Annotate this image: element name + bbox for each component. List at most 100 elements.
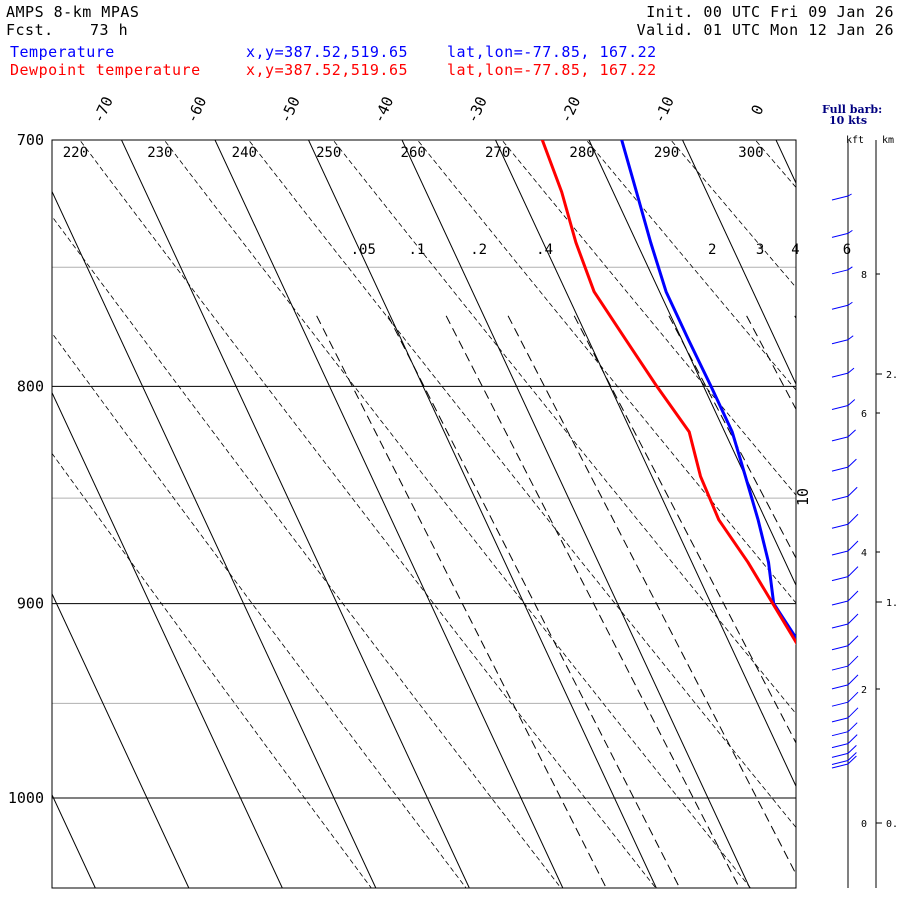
- adiabat-label: 300: [738, 145, 763, 161]
- dry-adiabat: [670, 140, 796, 289]
- series-point-1: [625, 339, 627, 341]
- wind-barb-flag: [847, 429, 856, 438]
- series-point-0: [767, 561, 770, 563]
- temperature-label: -40: [370, 94, 398, 126]
- legend-temperature-latlon: lat,lon=-77.85, 167.22: [447, 43, 657, 61]
- dry-adiabat: [163, 140, 752, 888]
- wind-barb-flag: [847, 590, 859, 602]
- isotherm: [214, 140, 564, 888]
- dry-adiabat: [52, 215, 562, 888]
- series-point-1: [797, 644, 798, 645]
- temperature-label: -50: [276, 94, 304, 126]
- init-time: Init. 00 UTC Fri 09 Jan 26: [646, 3, 894, 21]
- wind-barb: [831, 623, 849, 629]
- temperature-label: 0: [747, 102, 767, 118]
- isotherm: [307, 140, 657, 888]
- mixing-ratio-line: [316, 315, 607, 888]
- wind-barb-flag: [847, 674, 859, 686]
- legend-dewpoint-name: Dewpoint temperature: [10, 61, 201, 79]
- dry-adiabat: [52, 332, 467, 888]
- wind-barb: [831, 304, 849, 310]
- legend-dewpoint-xy: x,y=387.52,519.65: [246, 61, 409, 79]
- isotherm: [494, 140, 796, 788]
- isotherm: [52, 190, 377, 888]
- wind-barb-flag: [847, 566, 859, 577]
- isotherm: [401, 140, 751, 888]
- wind-barb: [831, 195, 849, 201]
- dry-adiabat: [332, 140, 796, 715]
- series-point-0: [731, 431, 733, 433]
- skewt-grid: [51, 139, 797, 889]
- pressure-label: 700: [17, 131, 44, 149]
- wind-barb: [831, 684, 849, 690]
- wind-barb-flag: [847, 734, 858, 744]
- mixing-ratio-line: [387, 315, 681, 888]
- wind-barb-flag: [847, 458, 857, 468]
- series-point-0: [859, 741, 860, 742]
- wind-barb-flag: [847, 229, 853, 234]
- wind-barb-flag: [847, 335, 854, 341]
- mixing-ratio-line: [573, 315, 796, 744]
- wind-barb: [831, 600, 849, 606]
- wind-barb: [831, 752, 849, 758]
- series-point-1: [561, 191, 563, 193]
- wind-barb: [831, 550, 849, 556]
- series-point-0: [710, 385, 712, 387]
- legend-temperature-xy: x,y=387.52,519.65: [246, 43, 409, 61]
- wind-barb-flag: [847, 635, 859, 647]
- dry-adiabat: [585, 140, 796, 391]
- wind-barb-flag: [847, 486, 858, 497]
- adiabat-label: 240: [232, 145, 257, 161]
- adiabat-label: 260: [401, 145, 426, 161]
- series-point-0: [824, 683, 825, 684]
- adiabat-label: 270: [485, 145, 510, 161]
- series-point-0: [635, 191, 638, 193]
- series-point-0: [799, 644, 800, 645]
- isotherm: [52, 391, 283, 888]
- dry-adiabat: [79, 140, 657, 888]
- kft-label: 4: [861, 548, 867, 559]
- series-point-1: [541, 140, 543, 141]
- wind-barb: [831, 523, 849, 529]
- wind-barb: [831, 269, 849, 275]
- wind-barb-flag: [847, 193, 852, 197]
- pressure-label: 800: [17, 377, 44, 395]
- adiabat-label: 290: [654, 145, 679, 161]
- legend-temperature-name: Temperature: [10, 43, 115, 61]
- temperature-label: -20: [557, 94, 585, 126]
- adiabat-label: 220: [63, 145, 88, 161]
- series-line-0: [620, 140, 796, 641]
- wind-barb: [831, 731, 849, 737]
- series-point-1: [656, 385, 658, 387]
- series-point-1: [699, 475, 702, 477]
- wind-barb: [831, 645, 849, 651]
- wind-barb: [831, 405, 849, 411]
- data-series: [540, 140, 860, 742]
- km-label: 2.: [886, 370, 898, 381]
- dry-adiabat: [754, 140, 796, 188]
- wind-barb-flag: [847, 301, 853, 306]
- series-point-0: [687, 339, 689, 341]
- wind-barb-flag: [847, 540, 859, 552]
- dry-adiabats: [52, 140, 796, 888]
- pressure-label: 900: [17, 595, 44, 613]
- kft-unit-label: kft: [846, 135, 864, 146]
- chart-labels: 700 800 900 1000 -70 -60 -50 -40 -30 -20 -10 0 10 220…: [8, 94, 851, 807]
- mixing-ratio-line: [507, 315, 796, 876]
- wind-barb: [831, 232, 849, 238]
- wind-barb: [831, 743, 849, 749]
- mixing-ratio-line: [668, 315, 796, 560]
- wind-barb-flag: [847, 655, 859, 667]
- barb-panel-subtitle: 10 kts: [829, 114, 868, 127]
- mixing-ratio-line: [445, 315, 740, 888]
- isotherm: [775, 140, 796, 185]
- kft-label: 8: [861, 270, 867, 281]
- wind-barb: [831, 576, 849, 582]
- mixing-ratio-label: .2: [470, 242, 487, 258]
- wind-barb: [831, 495, 849, 501]
- dry-adiabat: [416, 140, 796, 604]
- pressure-label: 1000: [8, 789, 44, 807]
- wind-barb: [831, 339, 849, 345]
- km-label: 1.: [886, 598, 898, 609]
- wind-barb-panel: kft km 8 6 4 2 0 2. 1. 0.: [831, 135, 898, 888]
